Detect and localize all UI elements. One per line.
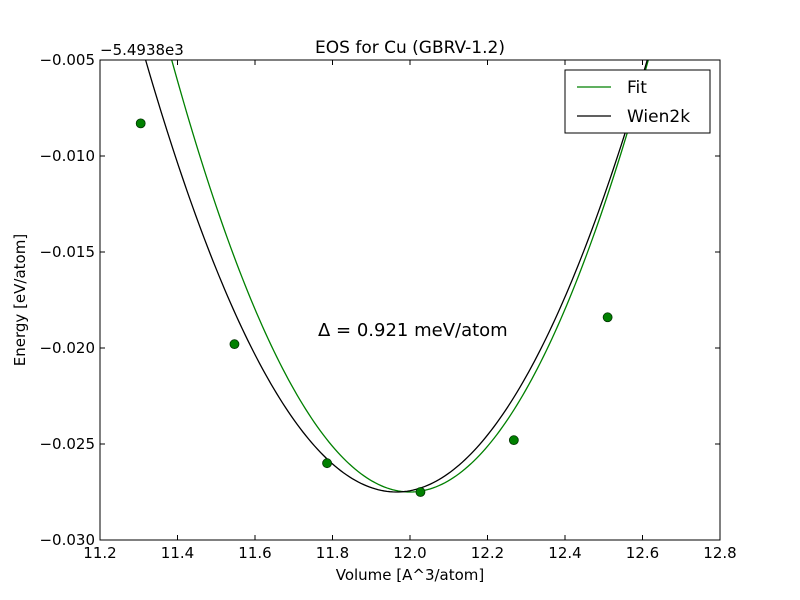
y-tick-label: −0.025: [39, 435, 95, 453]
legend-wien2k-label: Wien2k: [627, 107, 690, 127]
y-tick-label: −0.030: [39, 531, 95, 549]
x-tick-label: 12.0: [393, 544, 426, 562]
axis-ticks: 11.2 11.4 11.6 11.8 12.0 12.2 12.4 12.6 12.8 −0.0…: [39, 51, 736, 562]
x-tick-label: 11.8: [316, 544, 349, 562]
x-tick-label: 11.6: [238, 544, 271, 562]
x-axis-label: Volume [A^3/atom]: [336, 566, 485, 584]
y-tick-label: −0.010: [39, 147, 95, 165]
data-point: [322, 458, 332, 469]
data-point: [602, 312, 613, 323]
series-line-fit: [171, 60, 649, 493]
x-tick-label: 12.4: [548, 544, 581, 562]
data-point: [229, 339, 240, 350]
data-point: [508, 435, 519, 446]
plot-series: [135, 60, 649, 497]
delta-annotation: Δ = 0.921 meV/atom: [318, 320, 508, 341]
legend-box: [564, 69, 711, 134]
x-tick-label: 11.2: [83, 544, 116, 562]
chart-title: EOS for Cu (GBRV-1.2): [315, 38, 505, 58]
plot-frame: [99, 59, 721, 541]
data-point: [135, 118, 146, 129]
legend-fit-label: Fit: [627, 78, 647, 98]
x-tick-label: 12.6: [626, 544, 659, 562]
legend: Fit Wien2k: [564, 69, 711, 134]
y-offset-label: −5.4938e3: [100, 41, 184, 59]
y-axis-label: Energy [eV/atom]: [11, 234, 29, 366]
data-point: [415, 487, 426, 497]
y-tick-label: −0.015: [39, 243, 95, 261]
series-line-wien2k: [144, 60, 648, 493]
x-tick-label: 12.2: [471, 544, 504, 562]
x-tick-label: 12.8: [703, 544, 736, 562]
y-tick-label: −0.020: [39, 339, 95, 357]
x-tick-label: 11.4: [161, 544, 194, 562]
y-tick-label: −0.005: [39, 51, 95, 69]
